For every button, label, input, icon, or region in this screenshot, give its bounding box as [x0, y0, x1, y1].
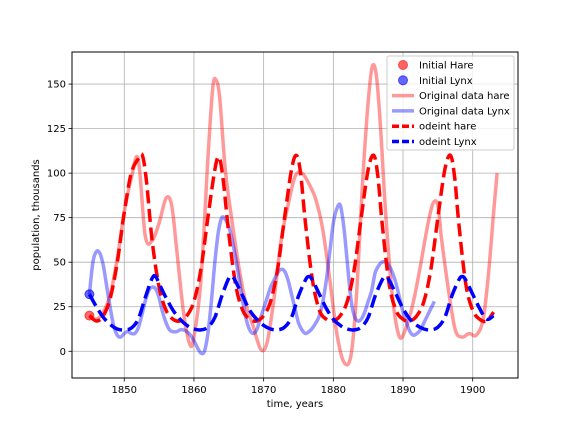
legend-label-original-data-hare: Original data hare [419, 91, 510, 102]
y-tick-label: 25 [53, 302, 66, 313]
y-tick-label: 150 [47, 80, 66, 91]
marker-initial-lynx [84, 289, 95, 300]
x-tick-label: 1890 [390, 385, 415, 396]
y-tick-label: 0 [60, 347, 66, 358]
x-axis-label: time, years [267, 399, 323, 410]
y-axis-label: population, thousands [31, 159, 42, 271]
x-tick-label: 1860 [181, 385, 206, 396]
y-tick-label: 100 [47, 169, 66, 180]
x-tick-label: 1900 [460, 385, 485, 396]
initial-markers [84, 289, 95, 321]
series-line-original-data-hare [88, 62, 499, 367]
legend-handle-initial-lynx [398, 75, 408, 86]
legend-label-initial-lynx: Initial Lynx [419, 76, 473, 87]
legend-handle-initial-hare [398, 60, 408, 70]
legend-label-original-data-lynx: Original data Lynx [419, 106, 510, 117]
y-tick-label: 125 [47, 124, 66, 135]
legend: Initial Hare Initial Lynx Original data ha… [386, 55, 515, 151]
legend-label-initial-hare: Initial Hare [419, 61, 474, 72]
plot-frame [71, 51, 519, 379]
series-line-odeint-lynx [87, 273, 495, 332]
y-axis-ticks: 0 25 50 75 100 125 150 [47, 80, 72, 358]
marker-initial-hare [84, 310, 95, 321]
legend-box [386, 55, 515, 151]
x-tick-label: 1880 [321, 385, 346, 396]
y-tick-label: 75 [53, 213, 66, 224]
x-tick-label: 1850 [112, 385, 137, 396]
x-axis-ticks: 1850 1860 1870 1880 1890 1900 [112, 378, 485, 396]
y-tick-label: 50 [53, 258, 66, 269]
x-tick-label: 1870 [251, 385, 276, 396]
plot-series [87, 62, 499, 367]
legend-label-odeint-lynx: odeint Lynx [419, 137, 477, 148]
legend-label-odeint-hare: odeint hare [419, 122, 476, 133]
series-line-odeint-hare [88, 152, 496, 324]
